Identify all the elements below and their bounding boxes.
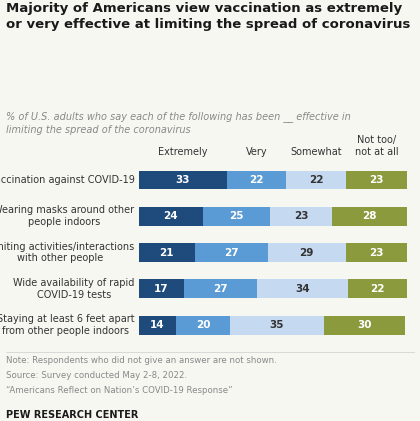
Bar (227, 171, 286, 189)
Bar (346, 243, 407, 262)
Text: 22: 22 (370, 284, 385, 294)
Text: 25: 25 (229, 211, 244, 221)
Text: 30: 30 (357, 320, 372, 330)
Bar (139, 207, 203, 226)
Bar (195, 243, 268, 262)
Text: Limiting activities/interactions
with other people: Limiting activities/interactions with ot… (0, 242, 134, 264)
Bar (203, 207, 270, 226)
Text: 22: 22 (249, 175, 264, 185)
Text: Source: Survey conducted May 2-8, 2022.: Source: Survey conducted May 2-8, 2022. (6, 371, 187, 380)
Bar (348, 280, 407, 298)
Text: 20: 20 (196, 320, 210, 330)
Text: 33: 33 (176, 175, 190, 185)
Text: 22: 22 (309, 175, 323, 185)
Text: 21: 21 (160, 248, 174, 258)
Bar (324, 316, 405, 335)
Text: 14: 14 (150, 320, 165, 330)
Text: Wide availability of rapid
COVID-19 tests: Wide availability of rapid COVID-19 test… (13, 278, 134, 300)
Text: Majority of Americans view vaccination as extremely
or very effective at limitin: Majority of Americans view vaccination a… (6, 2, 411, 31)
Text: Somewhat: Somewhat (290, 147, 342, 157)
Text: 35: 35 (270, 320, 284, 330)
Bar (332, 207, 407, 226)
Bar (346, 171, 407, 189)
Bar (139, 280, 184, 298)
Bar (139, 171, 227, 189)
Bar (230, 316, 324, 335)
Text: 27: 27 (224, 248, 239, 258)
Text: “Americans Reflect on Nation’s COVID-19 Response”: “Americans Reflect on Nation’s COVID-19 … (6, 386, 233, 395)
Text: 27: 27 (213, 284, 228, 294)
Text: 23: 23 (294, 211, 308, 221)
Bar (286, 171, 346, 189)
Bar (176, 316, 230, 335)
Text: 23: 23 (369, 248, 384, 258)
Text: Extremely: Extremely (158, 147, 208, 157)
Text: 28: 28 (362, 211, 377, 221)
Text: 23: 23 (369, 175, 384, 185)
Text: 24: 24 (163, 211, 178, 221)
Text: 29: 29 (299, 248, 314, 258)
Bar (139, 243, 195, 262)
Bar (139, 316, 176, 335)
Text: Very: Very (246, 147, 268, 157)
Text: Wearing masks around other
people indoors: Wearing masks around other people indoor… (0, 205, 134, 227)
Text: Staying at least 6 feet apart
from other people indoors: Staying at least 6 feet apart from other… (0, 314, 134, 336)
Text: 17: 17 (154, 284, 169, 294)
Bar (184, 280, 257, 298)
Text: Not too/
not at all: Not too/ not at all (354, 136, 398, 157)
Text: % of U.S. adults who say each of the following has been __ effective in
limiting: % of U.S. adults who say each of the fol… (6, 112, 351, 135)
Text: Note: Respondents who did not give an answer are not shown.: Note: Respondents who did not give an an… (6, 356, 277, 365)
Text: Vaccination against COVID-19: Vaccination against COVID-19 (0, 175, 134, 185)
Text: 34: 34 (295, 284, 310, 294)
Bar (257, 280, 348, 298)
Text: PEW RESEARCH CENTER: PEW RESEARCH CENTER (6, 410, 139, 421)
Bar (268, 243, 346, 262)
Bar (270, 207, 332, 226)
